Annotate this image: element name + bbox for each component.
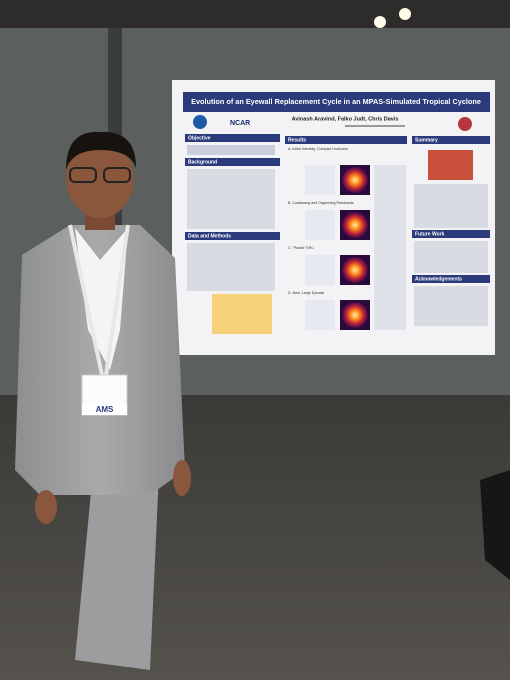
section-header <box>285 136 407 144</box>
glasses <box>103 167 131 183</box>
section-title: Data and Methods <box>188 233 231 239</box>
panel-title: B. Coalescing and Organizing Rainbands <box>288 201 354 205</box>
shirt <box>75 228 128 370</box>
text-block <box>414 184 488 228</box>
poster: Evolution of an Eyewall Replacement Cycl… <box>172 80 495 355</box>
light <box>374 16 386 28</box>
plot-image <box>428 150 473 180</box>
text-block <box>187 243 275 291</box>
section-header <box>185 158 280 166</box>
section-title: Future Work <box>415 231 445 237</box>
backpack <box>480 470 510 580</box>
section-title: Results <box>288 137 306 143</box>
section-header <box>412 230 490 238</box>
person: AMS <box>15 131 191 670</box>
light <box>399 8 411 20</box>
text-block <box>187 169 275 229</box>
affiliation <box>345 125 405 127</box>
poster-title: Evolution of an Eyewall Replacement Cycl… <box>191 97 481 106</box>
logo <box>458 117 472 131</box>
title-bar <box>183 92 490 112</box>
section-title: Summary <box>415 137 438 143</box>
head <box>66 138 134 218</box>
section-header <box>185 232 280 240</box>
logo <box>193 115 207 129</box>
section-header <box>412 136 490 144</box>
text-block <box>414 241 488 273</box>
logo-text: NCAR <box>230 120 250 127</box>
hand <box>35 490 57 524</box>
image <box>342 257 368 283</box>
image <box>305 210 335 240</box>
panel-title: D. New, Large Eyewall <box>288 291 324 295</box>
authors: Avinash Aravind, Falko Judt, Chris Davis <box>292 116 399 122</box>
section-title: Acknowledgements <box>415 276 462 282</box>
image <box>305 255 335 285</box>
panel-title: A. Initial Intensity, Compact Hurricane <box>288 147 348 151</box>
text-block <box>187 145 275 155</box>
trousers <box>75 450 160 670</box>
hand <box>173 460 191 496</box>
lanyard <box>104 224 130 376</box>
section-header <box>185 134 280 142</box>
section-header <box>412 275 490 283</box>
image <box>305 165 335 195</box>
text-block <box>414 286 488 326</box>
text-block <box>374 165 406 330</box>
badge-text: AMS <box>96 405 114 414</box>
lanyard <box>68 224 104 376</box>
image <box>342 212 368 238</box>
image <box>342 167 368 193</box>
panel-title: C. "Partial" ERC <box>288 246 314 250</box>
plot-image <box>212 294 272 334</box>
hair <box>66 131 136 170</box>
section-title: Background <box>188 159 217 165</box>
badge-band <box>82 404 127 415</box>
section-title: Objective <box>188 135 211 141</box>
image <box>305 300 335 330</box>
image <box>342 302 368 328</box>
glasses <box>69 167 97 183</box>
